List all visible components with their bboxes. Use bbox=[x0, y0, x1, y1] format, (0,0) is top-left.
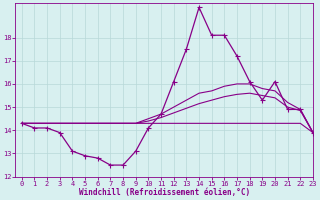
X-axis label: Windchill (Refroidissement éolien,°C): Windchill (Refroidissement éolien,°C) bbox=[79, 188, 250, 197]
